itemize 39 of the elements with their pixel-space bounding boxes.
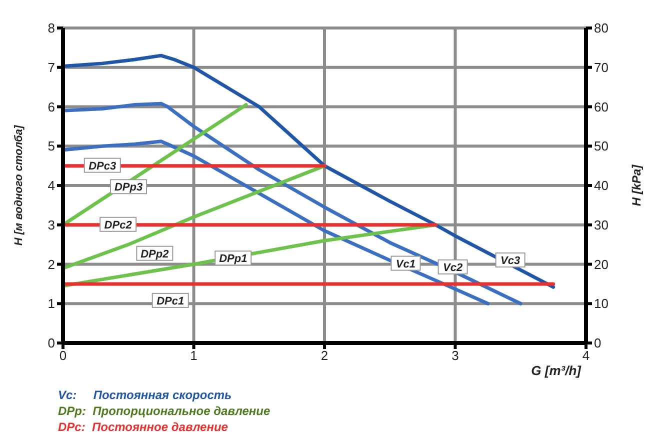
series-label: DPc1 [156, 295, 184, 308]
y-axis-title: H [м водного столба] [12, 125, 25, 246]
text: DPp: Пропорциональное давление [58, 403, 272, 419]
series-label: DPp1 [219, 253, 248, 266]
y-tick-label: 5 [48, 138, 55, 154]
y-tick-label: 0 [48, 336, 55, 351]
y2-tick-label: 40 [594, 178, 608, 194]
y-tick-label: 8 [48, 20, 55, 36]
y-tick-label: 4 [48, 178, 55, 194]
x-tick-label: 3 [452, 348, 459, 364]
series-label: Vc1 [396, 258, 416, 270]
y-tick-label: 2 [48, 256, 55, 272]
line-series [63, 54, 556, 289]
series-label: DPc2 [104, 219, 132, 232]
y2-tick-label: 70 [594, 60, 608, 75]
series-label: DPp3 [114, 182, 143, 194]
x-tick-label: 0 [59, 348, 67, 364]
x-tick-label: 2 [320, 348, 328, 364]
y2-tick-label: 60 [594, 99, 608, 114]
text: Vc: Постоянная скорость [58, 387, 233, 403]
x-axis-title: G [m³/h] [531, 363, 582, 378]
y-tick-label: 7 [48, 60, 55, 75]
y2-tick-label: 10 [594, 296, 608, 312]
text: DPc: Постоянное давление [58, 419, 229, 435]
y-tick-label: 6 [48, 99, 55, 114]
x-tick-label: 1 [190, 348, 198, 364]
x-tick-label: 4 [582, 348, 590, 364]
y-tick-label: 1 [48, 296, 55, 312]
y2-tick-label: 20 [594, 256, 608, 272]
y2-axis-title: H [kPa] [629, 164, 644, 206]
y2-tick-label: 50 [594, 138, 608, 154]
y2-tick-label: 80 [594, 20, 608, 36]
y2-tick-label: 0 [594, 336, 602, 351]
series-label: DPc3 [88, 160, 116, 172]
series-label: DPp2 [140, 248, 169, 260]
series-label: Vc2 [443, 262, 463, 274]
y2-tick-label: 30 [594, 217, 608, 232]
series-label: Vc3 [500, 254, 520, 267]
y-tick-label: 3 [48, 217, 55, 232]
